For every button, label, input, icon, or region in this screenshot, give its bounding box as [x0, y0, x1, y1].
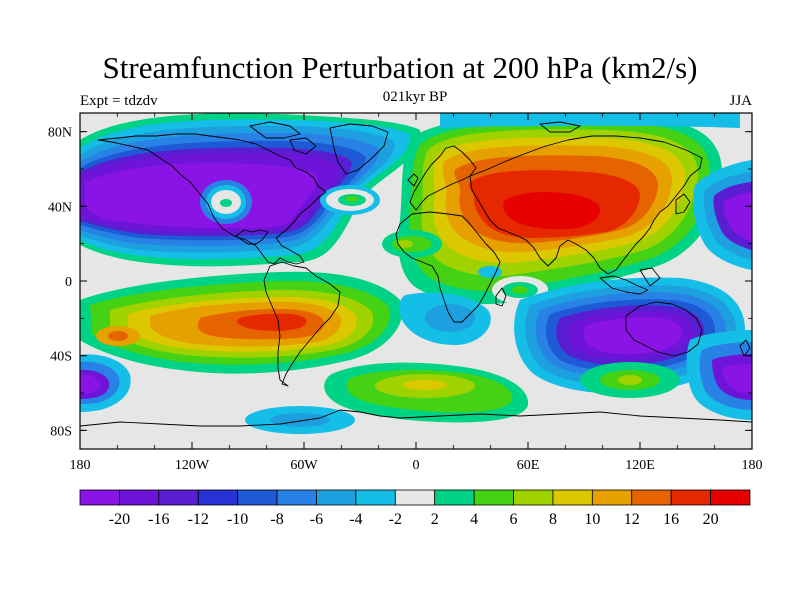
- colorbar-label: -8: [270, 511, 283, 528]
- colorbar-label: -4: [349, 511, 362, 528]
- colorbar-label: 6: [510, 511, 518, 528]
- lat-tick-label: 80S: [50, 424, 72, 439]
- lon-tick-label: 120E: [625, 458, 655, 473]
- colorbar-swatch: [473, 489, 514, 506]
- contour-fill: [80, 113, 752, 449]
- lon-tick-label: 120W: [175, 458, 210, 473]
- colorbar-label: 20: [703, 511, 719, 528]
- colorbar-label: 12: [624, 511, 640, 528]
- colorbar-swatch: [237, 489, 278, 506]
- coastlines: [80, 121, 752, 427]
- colorbar-label: 10: [584, 511, 600, 528]
- longitude-axis: 180 120W 60W 0 60E 120E 180: [70, 113, 763, 473]
- lon-tick-label: 0: [413, 458, 420, 473]
- colorbar-label: -10: [227, 511, 248, 528]
- lon-tick-label: 60W: [290, 458, 318, 473]
- lon-tick-label: 180: [70, 458, 91, 473]
- colorbar-swatch: [197, 489, 239, 506]
- colorbar-label: 16: [663, 511, 679, 528]
- colorbar-swatch: [552, 489, 593, 506]
- colorbar-swatch: [355, 489, 396, 506]
- colorbar-label: 8: [549, 511, 557, 528]
- lat-tick-label: 0: [65, 275, 72, 290]
- colorbar-swatch: [670, 489, 711, 506]
- lon-tick-label: 180: [742, 458, 763, 473]
- colorbar-swatch: [513, 489, 554, 506]
- colorbar-label: 4: [470, 511, 478, 528]
- colorbar-label: -6: [310, 511, 323, 528]
- colorbar-swatch: [316, 489, 357, 506]
- lat-tick-label: 80N: [48, 126, 72, 141]
- colorbar-swatch: [434, 489, 475, 506]
- chart-title: Streamfunction Perturbation at 200 hPa (…: [102, 50, 698, 85]
- colorbar-label: -2: [389, 511, 402, 528]
- colorbar-label: -20: [109, 511, 130, 528]
- latitude-axis: 80N 40N 0 40S 80S: [48, 126, 752, 439]
- experiment-label: Expt = tdzdv: [80, 93, 158, 109]
- colorbar-swatch: [158, 489, 199, 506]
- lon-tick-label: 60E: [517, 458, 540, 473]
- colorbar-swatch: [119, 489, 160, 506]
- colorbar-label: -12: [188, 511, 209, 528]
- colorbar-swatch: [394, 489, 436, 506]
- colorbar-swatch: [276, 489, 317, 506]
- colorbar-label: -16: [148, 511, 169, 528]
- colorbar: -20 -16 -12 -10 -8 -6 -4 -2 2 4 6 8 10 12 16 20: [79, 489, 751, 528]
- lat-tick-label: 40S: [50, 350, 72, 365]
- colorbar-swatch: [710, 489, 751, 506]
- lat-tick-label: 40N: [48, 200, 72, 215]
- season-label: JJA: [729, 93, 752, 109]
- colorbar-label: 2: [431, 511, 439, 528]
- colorbar-swatch: [591, 489, 633, 506]
- colorbar-swatch: [79, 489, 120, 506]
- time-label: 021kyr BP: [382, 89, 448, 105]
- colorbar-swatch: [631, 489, 672, 506]
